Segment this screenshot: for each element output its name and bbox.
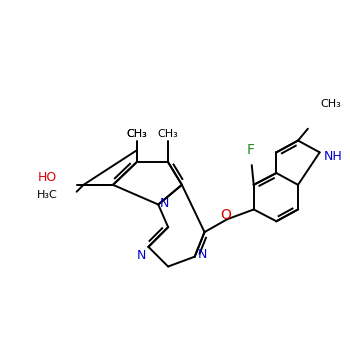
- Text: CH₃: CH₃: [126, 128, 147, 139]
- Text: NH: NH: [324, 150, 342, 163]
- Text: N: N: [137, 249, 146, 262]
- Text: O: O: [220, 208, 231, 222]
- Text: CH₃: CH₃: [158, 128, 178, 139]
- Text: HO: HO: [38, 172, 57, 184]
- Text: F: F: [247, 143, 255, 157]
- Text: N: N: [198, 248, 207, 261]
- Text: CH₃: CH₃: [126, 128, 147, 139]
- Text: CH₃: CH₃: [321, 99, 341, 109]
- Text: H₃C: H₃C: [37, 190, 58, 200]
- Text: N: N: [160, 197, 170, 210]
